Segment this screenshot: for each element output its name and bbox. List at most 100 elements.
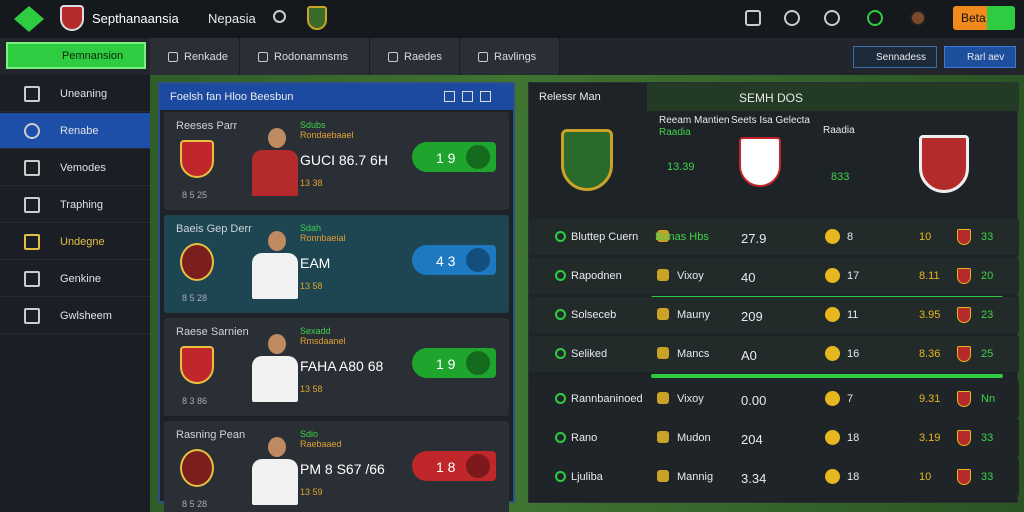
row-amount: 8.11	[919, 270, 940, 282]
sidebar-item[interactable]: Genkine	[0, 261, 150, 297]
row-score: 33	[981, 471, 994, 483]
row-badge	[657, 347, 669, 359]
logo[interactable]	[14, 6, 44, 32]
top-icon[interactable]	[784, 10, 800, 26]
row-coin	[825, 307, 840, 322]
match-card[interactable]: Raese Sarnien 8 3 86 Sexadd Rmsdaanel FAHA A…	[164, 318, 509, 416]
toolbar-action[interactable]: Sennadess	[853, 46, 937, 68]
row-coin	[825, 391, 840, 406]
tab[interactable]: Rodonamnsms	[240, 38, 370, 75]
odds-icon	[466, 351, 490, 375]
row-crest	[957, 346, 971, 362]
row-amount: 10	[919, 471, 932, 483]
header-icon[interactable]	[480, 91, 491, 102]
row-score: Nn	[981, 393, 996, 405]
team-label: Seets Isa Gelecta	[731, 115, 810, 126]
sidebar-icon	[24, 86, 40, 102]
row-badge	[657, 392, 669, 404]
tab-icon	[258, 52, 268, 62]
card-score: EAM	[300, 255, 331, 271]
row-value: 0.00	[741, 393, 767, 408]
tab[interactable]: Renkade	[150, 38, 240, 75]
row-coin-value: 17	[847, 270, 860, 282]
primary-tab[interactable]: Pemnansion	[6, 42, 146, 69]
odds-icon	[466, 248, 490, 272]
header-icon[interactable]	[462, 91, 473, 102]
top-bar: Septhanaansia Nepasia Beta	[0, 0, 1024, 38]
sidebar-icon	[24, 271, 40, 287]
row-badge	[657, 269, 669, 281]
team-crest	[739, 137, 781, 187]
tab[interactable]: Ravlings	[460, 38, 560, 75]
sidebar-item[interactable]: Vemodes	[0, 150, 150, 186]
row-value: A0	[741, 348, 757, 363]
sidebar-item[interactable]: Renabe	[0, 113, 150, 149]
header-icon[interactable]	[444, 91, 455, 102]
card-tag: Sdio	[300, 429, 319, 439]
detail-row[interactable]: Seliked Mancs A0 16 8.36 25	[529, 336, 1019, 372]
row-name: Bonas Hbs	[655, 231, 709, 243]
detail-row[interactable]: Ljuliba Mannig 3.34 18 10 33	[529, 459, 1019, 495]
odds-button[interactable]: 1 9	[412, 142, 496, 172]
detail-row[interactable]: Rano Mudon 204 18 3.19 33	[529, 420, 1019, 456]
club-icon	[307, 6, 327, 30]
row-crest	[957, 430, 971, 446]
match-card[interactable]: Baeis Gep Derr 8 5 28 Sdah Ronnbaeial EAM 13 …	[164, 215, 509, 313]
row-coin-value: 18	[847, 471, 860, 483]
detail-row[interactable]: Rannbaninoed Vixoy 0.00 7 9.31 Nn	[529, 381, 1019, 417]
sidebar-item[interactable]: Uneaning	[0, 76, 150, 112]
row-score: 33	[981, 231, 994, 243]
row-value: 27.9	[741, 231, 767, 246]
card-note: 13 59	[300, 487, 323, 497]
row-amount: 8.36	[919, 348, 941, 360]
detail-row[interactable]: Rapodnen Vixoy 40 17 8.11 20	[529, 258, 1019, 294]
detail-heading: SEMH DOS	[739, 91, 804, 105]
row-coin	[825, 346, 840, 361]
sidebar-item[interactable]: Undegne	[0, 224, 150, 260]
row-icon	[555, 393, 566, 404]
odds-button[interactable]: 4 3	[412, 245, 496, 275]
detail-row[interactable]: Solseceb Mauny 209 11 3.95 23	[529, 297, 1019, 333]
row-amount: 10	[919, 231, 932, 243]
toolbar-action[interactable]: Rarl aev	[944, 46, 1016, 68]
row-badge	[657, 470, 669, 482]
sidebar: Uneaning Renabe Vemodes Traphing Undegne Genk…	[0, 75, 150, 512]
odds-button[interactable]: 1 9	[412, 348, 496, 378]
odds-button[interactable]: 1 8	[412, 451, 496, 481]
card-foot: 8 3 86	[182, 396, 208, 406]
top-icon[interactable]	[867, 10, 883, 26]
sidebar-item[interactable]: Traphing	[0, 187, 150, 223]
top-icon[interactable]	[910, 10, 926, 26]
action-button[interactable]: Beta	[953, 6, 1015, 30]
row-score: 33	[981, 432, 994, 444]
row-score: 20	[981, 270, 994, 282]
team-crest	[919, 135, 969, 193]
detail-row[interactable]: Bluttep Cuern Bonas Hbs 27.9 8 10 33	[529, 219, 1019, 255]
row-label: Seliked	[571, 348, 608, 360]
nav-link[interactable]: Nepasia	[208, 11, 256, 26]
row-amount: 9.31	[919, 393, 941, 405]
detail-panel: Relessr Man SEMH DOS Reeam Mantien Raadia 13…	[528, 82, 1019, 503]
row-coin	[825, 469, 840, 484]
top-icon[interactable]	[745, 10, 761, 26]
search-icon[interactable]	[273, 10, 286, 23]
sidebar-icon	[24, 123, 40, 139]
row-badge	[657, 431, 669, 443]
card-foot: 8 5 28	[182, 293, 208, 303]
player-shirt	[252, 150, 298, 196]
tab[interactable]: Raedes	[370, 38, 460, 75]
brand[interactable]: Septhanaansia	[92, 11, 179, 26]
row-crest	[957, 268, 971, 284]
team-value: 833	[831, 171, 850, 183]
detail-header: SEMH DOS	[647, 83, 1019, 111]
sidebar-item[interactable]: Gwlsheem	[0, 298, 150, 334]
top-icon[interactable]	[824, 10, 840, 26]
match-card[interactable]: Reeses Parr 8 5 25 Sdubs Rondaebaael GUCI 86…	[164, 112, 509, 210]
team-label: Raadia	[823, 125, 855, 136]
card-note: 13 58	[300, 281, 323, 291]
card-sub: Ronnbaeial	[300, 233, 346, 243]
row-label: Ljuliba	[571, 471, 603, 483]
header-icon[interactable]	[967, 89, 981, 103]
odds-icon	[466, 454, 490, 478]
match-card[interactable]: Rasning Pean 8 5 28 Sdio Raebaaed PM 8 S67 /…	[164, 421, 509, 512]
